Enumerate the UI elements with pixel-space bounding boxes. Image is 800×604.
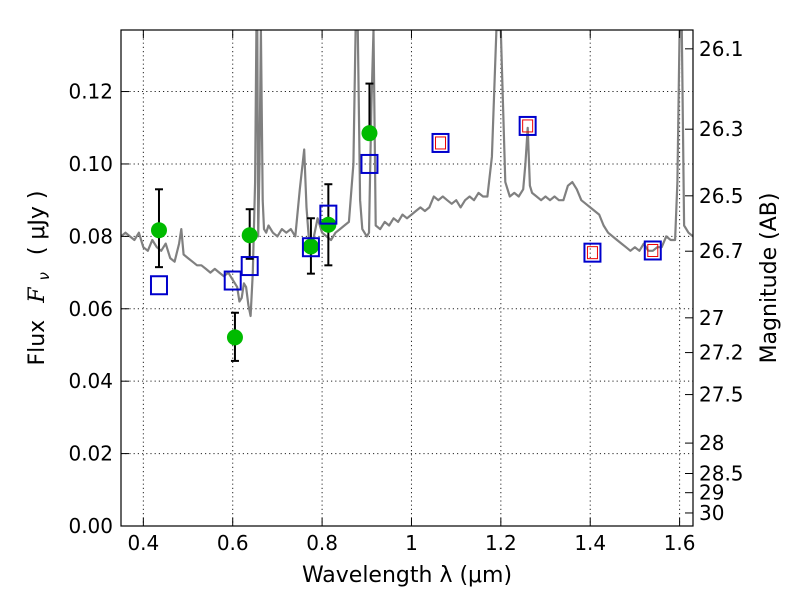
ir-band-square xyxy=(647,243,659,257)
plot-frame xyxy=(120,29,694,527)
y-label-flux: Flux xyxy=(25,320,50,366)
y-axis: 0.00 0.02 0.04 0.06 0.08 0.10 0.12 xyxy=(68,80,129,538)
x-axis: 0.4 0.6 0.8 1 1.2 1.4 1.6 xyxy=(127,30,696,555)
ir-band-square xyxy=(586,246,598,260)
y-tick-label: 0.08 xyxy=(68,224,113,248)
ir-band-square xyxy=(522,119,534,133)
observed-point xyxy=(241,227,258,244)
model-square xyxy=(643,240,662,261)
y2-axis-label: Magnitude (AB) xyxy=(757,193,782,364)
observed-point xyxy=(361,125,378,142)
x-tick-label: 1.6 xyxy=(664,531,696,555)
x-tick-label: 1.4 xyxy=(574,531,606,555)
mag-tick-label: 30 xyxy=(699,501,724,525)
y-tick-label: 0.10 xyxy=(68,152,113,176)
ir-band-square xyxy=(435,136,447,150)
y-tick-label: 0.06 xyxy=(68,297,113,321)
y-axis-label: Flux F ν ( μJy ) xyxy=(25,190,55,365)
mag-tick-label: 27.5 xyxy=(699,383,744,407)
x-tick-label: 1.2 xyxy=(485,531,517,555)
x-tick-label: 1 xyxy=(405,531,418,555)
x-tick-label: 0.6 xyxy=(217,531,249,555)
model-square xyxy=(319,204,338,225)
mag-tick-label: 28 xyxy=(699,431,724,455)
error-bars-group xyxy=(154,82,374,362)
x-axis-label: Wavelength λ (μm) xyxy=(302,563,512,588)
x-tick-label: 0.4 xyxy=(127,531,159,555)
observed-points-group xyxy=(150,125,378,346)
y-label-nu: ν xyxy=(35,272,53,280)
y-tick-label: 0.04 xyxy=(68,369,113,393)
model-square xyxy=(240,256,259,277)
model-square xyxy=(301,237,320,258)
mag-tick-label: 26.7 xyxy=(699,239,744,263)
model-square xyxy=(518,115,537,136)
y-tick-label: 0.12 xyxy=(68,80,113,104)
observed-point xyxy=(150,222,167,239)
mag-tick-label: 27.2 xyxy=(699,341,744,365)
mag-tick-label: 26.5 xyxy=(699,184,744,208)
model-squares-group xyxy=(149,115,662,296)
y-label-unit: ( μJy ) xyxy=(25,190,50,255)
model-square xyxy=(360,153,379,174)
observed-point xyxy=(226,329,243,346)
model-square xyxy=(431,132,450,153)
model-spectrum-group xyxy=(121,30,693,318)
y-tick-label: 0.02 xyxy=(68,442,113,466)
svg-text:Flux F ν ( μ: Flux F ν ( μJy ) xyxy=(25,190,55,365)
x-tick-label: 0.8 xyxy=(306,531,338,555)
grid-lines xyxy=(121,30,693,526)
model-square xyxy=(223,270,242,291)
observed-point xyxy=(302,238,319,255)
y-label-f: F xyxy=(25,287,50,304)
model-square xyxy=(583,242,602,263)
mag-tick-label: 28.5 xyxy=(699,462,744,486)
observed-point xyxy=(320,216,337,233)
mag-tick-label: 29 xyxy=(699,481,724,505)
model-square xyxy=(149,275,168,296)
model-spectrum-line xyxy=(121,30,693,318)
mag-tick-label: 26.3 xyxy=(699,117,744,141)
y-tick-label: 0.00 xyxy=(68,514,113,538)
mag-tick-label: 27 xyxy=(699,306,724,330)
mag-tick-label: 26.1 xyxy=(699,37,744,61)
